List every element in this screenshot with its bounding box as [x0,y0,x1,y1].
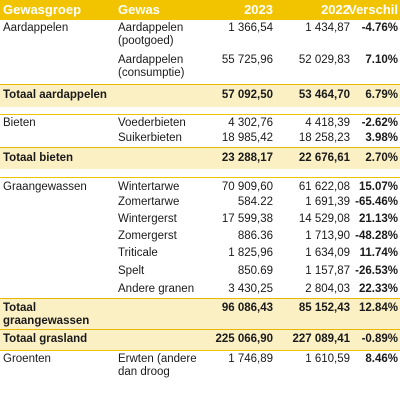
header-gewas: Gewas [118,2,160,17]
value-2023: 1 825,96 [228,247,273,259]
table-row: Bieten Voederbieten 4 302,76 4 418,39 -2… [0,114,400,131]
value-2022: 53 464,70 [298,89,350,101]
value-verschil: 7.10% [365,54,398,66]
value-verschil: 21.13% [358,213,398,225]
total-row: Totaal graangewassen 96 086,43 85 152,43… [0,298,400,329]
value-2022: 4 418,39 [305,117,350,129]
value-verschil: -4.76% [361,22,398,34]
group-label: Aardappelen [3,22,69,34]
group-label: Groenten [3,353,51,365]
value-2022: 1 610,59 [305,353,350,365]
value-2023: 57 092,50 [221,89,273,101]
value-2023: 18 985,42 [221,132,273,144]
crop-label: Triticale [118,247,158,259]
crop-label: Wintertarwe [118,181,180,193]
value-verschil: -65.46% [355,196,398,208]
value-2023: 55 725,96 [221,54,273,66]
value-2022: 14 529,08 [298,213,350,225]
crop-label: Aardappelen [118,54,184,66]
value-2023: 3 430,25 [228,283,273,295]
total-row: Totaal aardappelen 57 092,50 53 464,70 6… [0,84,400,107]
value-2023: 1 366,54 [228,22,273,34]
spacer [0,107,400,114]
header-2023: 2023 [244,2,273,17]
table-row: Wintergerst 17 599,38 14 529,08 21.13% [0,211,400,228]
total-label: Totaal aardappelen [3,89,107,101]
table-row: Triticale 1 825,96 1 634,09 11.74% [0,245,400,263]
crop-label: Zomergerst [118,230,177,242]
table-row: Aardappelen (consumptie) 55 725,96 52 02… [0,51,400,84]
value-verschil: 6.79% [365,89,398,101]
crop-label: Voederbieten [118,117,186,129]
table-row: Spelt 850.69 1 157,87 -26.53% [0,263,400,281]
header-gewasgroep: Gewasgroep [3,2,82,17]
total-row: Totaal grasland 225 066,90 227 089,41 -0… [0,329,400,350]
value-2022: 61 622,08 [298,181,350,193]
crop-label: Wintergerst [118,213,177,225]
value-2023: 886.36 [237,230,273,242]
value-verschil: -2.62% [361,117,398,129]
value-2022: 85 152,43 [298,302,350,314]
value-2022: 1 157,87 [305,265,350,277]
crop-label: Aardappelen [118,22,184,34]
value-2023: 225 066,90 [215,333,273,345]
value-verschil: 12.84% [358,302,398,314]
crop-label: Spelt [118,265,145,277]
header-verschil: Verschil [348,2,398,17]
value-verschil: -48.28% [355,230,398,242]
value-2022: 18 258,23 [298,132,350,144]
value-2023: 23 288,17 [221,152,273,164]
total-label: Totaal grasland [3,333,88,345]
value-verschil: 11.74% [359,247,398,259]
value-2023: 584.22 [237,196,273,208]
value-verschil: -26.53% [355,265,398,277]
value-2023: 17 599,38 [221,213,273,225]
value-verschil: 8.46% [365,353,398,365]
value-2022: 227 089,41 [292,333,350,345]
table-header: Gewasgroep Gewas 2023 2022 Verschil [0,0,400,20]
total-row: Totaal bieten 23 288,17 22 676,61 2.70% [0,147,400,169]
crop-label: Andere granen [118,283,195,295]
table-row: Suikerbieten 18 985,42 18 258,23 3.98% [0,131,400,147]
total-label-line2: graangewassen [3,315,90,327]
value-2022: 52 029,83 [298,54,350,66]
value-2022: 2 804,03 [305,283,350,295]
table-row: Groenten Erwten (andere dan droog 1 746,… [0,350,400,381]
group-label: Bieten [3,117,36,129]
value-2022: 1 434,87 [305,22,350,34]
table-row: Zomergerst 886.36 1 713,90 -48.28% [0,228,400,245]
table-row: Aardappelen Aardappelen (pootgoed) 1 366… [0,20,400,51]
crop-label: Zomertarwe [118,196,180,208]
total-label: Totaal [3,302,37,314]
value-verschil: -0.89% [361,333,398,345]
crop-label: Erwten (andere [118,353,197,365]
crop-label: Suikerbieten [118,132,182,144]
value-verschil: 3.98% [365,132,398,144]
table-row: Andere granen 3 430,25 2 804,03 22.33% [0,281,400,298]
value-2023: 96 086,43 [221,302,273,314]
value-verschil: 2.70% [365,152,398,164]
value-2022: 1 634,09 [305,247,350,259]
crop-label-line2: (consumptie) [118,67,185,79]
value-2023: 1 746,89 [228,353,273,365]
value-verschil: 15.07% [358,181,398,193]
crop-area-table: Gewasgroep Gewas 2023 2022 Verschil Aard… [0,0,400,381]
value-2022: 22 676,61 [298,152,350,164]
group-label: Graangewassen [3,181,87,193]
spacer [0,169,400,177]
value-2022: 1 691,39 [305,196,350,208]
value-2022: 1 713,90 [305,230,350,242]
table-row: Graangewassen Wintertarwe 70 909,60 61 6… [0,177,400,194]
table-row: Zomertarwe 584.22 1 691,39 -65.46% [0,194,400,211]
crop-label-line2: dan droog [118,366,170,378]
value-2023: 4 302,76 [228,117,273,129]
crop-label-line2: (pootgoed) [118,35,174,47]
header-2022: 2022 [321,2,350,17]
value-2023: 850.69 [237,265,273,277]
value-verschil: 22.33% [358,283,398,295]
total-label: Totaal bieten [3,152,74,164]
value-2023: 70 909,60 [221,181,273,193]
